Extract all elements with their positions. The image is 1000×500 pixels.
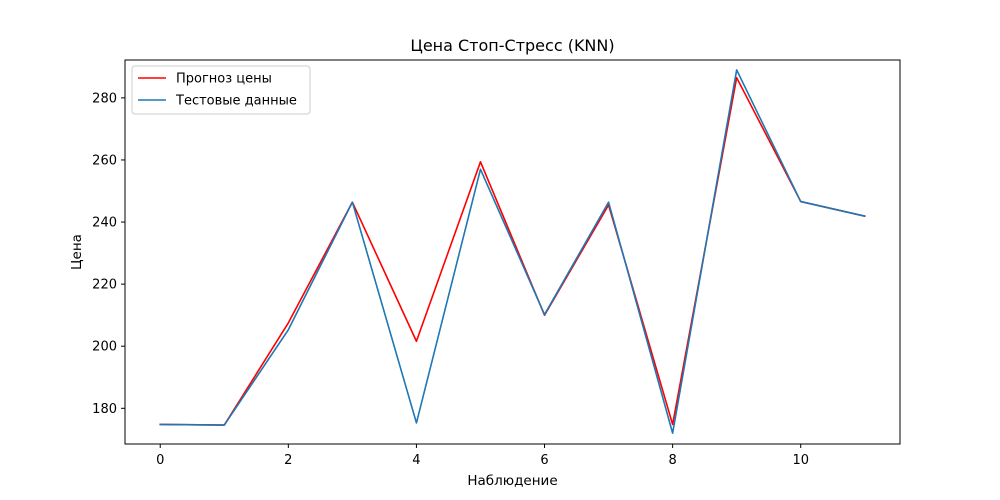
y-axis-label: Цена	[69, 234, 85, 270]
legend-label-test: Тестовые данные	[175, 94, 297, 109]
plot-area	[124, 59, 901, 445]
y-tick-label: 180	[92, 402, 117, 417]
x-tick-label: 8	[668, 453, 676, 468]
chart-title: Цена Стоп-Стресс (KNN)	[410, 36, 614, 55]
x-axis-label: Наблюдение	[467, 473, 557, 489]
y-tick-label: 200	[92, 340, 117, 355]
y-tick-label: 220	[92, 278, 117, 293]
series-line-prognoz	[159, 76, 866, 426]
x-tick-label: 6	[540, 453, 548, 468]
x-tick-label: 4	[412, 453, 420, 468]
legend-label-prognoz: Прогноз цены	[176, 72, 272, 87]
legend: Прогноз цены Тестовые данные	[131, 65, 311, 115]
y-tick-label: 280	[92, 91, 117, 106]
y-tick-label: 260	[92, 153, 117, 168]
x-tick-label: 2	[284, 453, 292, 468]
y-tick-label: 240	[92, 216, 117, 231]
legend-box	[131, 65, 311, 115]
series-lines	[159, 69, 866, 434]
x-tick-label: 10	[792, 453, 809, 468]
axis-ticks: 0 2 4 6 8 10 180 200 220 240 260 280	[92, 91, 809, 468]
x-tick-label: 0	[156, 453, 164, 468]
series-line-test	[159, 69, 866, 434]
